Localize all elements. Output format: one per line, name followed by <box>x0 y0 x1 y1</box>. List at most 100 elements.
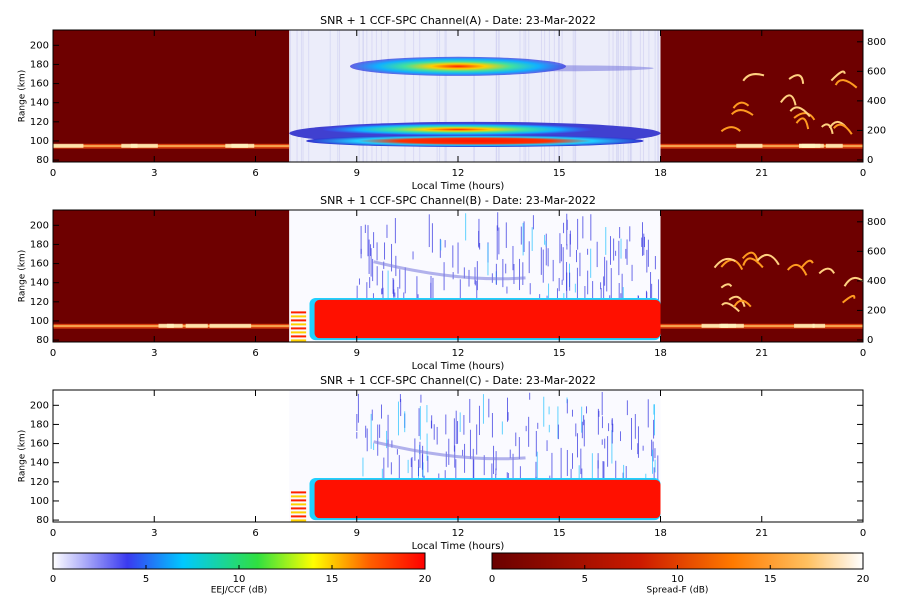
y-tick-label: 100 <box>30 136 49 147</box>
y-tick-label: 140 <box>30 278 49 289</box>
panel-title: SNR + 1 CCF-SPC Channel(B) - Date: 23-Ma… <box>320 194 596 207</box>
heatmap <box>53 30 863 162</box>
spread-f-trace <box>830 70 846 82</box>
spread-f-trace <box>786 263 808 276</box>
x-axis-label: Local Time (hours) <box>412 361 505 372</box>
y2-tick-label: 400 <box>867 276 886 287</box>
spread-f-trace <box>834 79 858 89</box>
x-tick-label: 3 <box>151 348 157 359</box>
spread-f-trace <box>742 257 764 269</box>
y2-tick-label: 0 <box>867 335 873 346</box>
spread-f-trace <box>742 73 765 82</box>
spread-f-trace <box>756 254 780 266</box>
spread-f-trace <box>821 123 834 135</box>
y2-tick-label: 0 <box>867 155 873 166</box>
y-tick-label: 200 <box>30 40 49 51</box>
echo-patch <box>290 339 307 342</box>
x-tick-label: 12 <box>452 528 465 539</box>
spread-f-trace <box>842 294 856 304</box>
x-tick-label: 12 <box>452 348 465 359</box>
panel-title: SNR + 1 CCF-SPC Channel(C) - Date: 23-Ma… <box>320 374 596 387</box>
x-tick-label: 0 <box>860 168 866 179</box>
x-tick-label: 21 <box>755 528 768 539</box>
y-tick-label: 200 <box>30 400 49 411</box>
x-tick-label: 3 <box>151 168 157 179</box>
spread-f-bg <box>660 30 863 162</box>
x-tick-label: 6 <box>252 348 258 359</box>
colorbar-tick-label: 0 <box>489 574 495 585</box>
x-tick-label: 12 <box>452 168 465 179</box>
y-tick-label: 120 <box>30 297 49 308</box>
x-tick-label: 15 <box>553 168 566 179</box>
spread-f-trace <box>789 106 811 118</box>
spread-f-spot <box>231 323 252 328</box>
spread-f-trace <box>720 126 741 133</box>
x-tick-label: 21 <box>755 348 768 359</box>
spread-f-trace <box>818 267 836 275</box>
spread-f-trace <box>843 276 863 287</box>
y-tick-label: 80 <box>36 515 49 526</box>
y2-tick-label: 200 <box>867 125 886 136</box>
x-axis-label: Local Time (hours) <box>412 541 505 552</box>
spread-f-trace <box>713 257 736 269</box>
echo-patch <box>290 331 307 334</box>
y-tick-label: 120 <box>30 477 49 488</box>
spread-f-spot <box>231 143 255 148</box>
spread-f-trace <box>733 299 752 308</box>
spread-f-spot <box>166 323 183 328</box>
y-tick-label: 200 <box>30 220 49 231</box>
x-tick-label: 18 <box>654 528 667 539</box>
echo-arc <box>373 260 526 281</box>
y-tick-label: 80 <box>36 155 49 166</box>
colorbar-tick-label: 20 <box>857 574 870 585</box>
spread-f-spot <box>121 143 138 148</box>
spread-f-spot <box>794 323 815 328</box>
echo-patch <box>290 511 307 514</box>
spread-f-trace <box>833 123 853 135</box>
echo-arc <box>373 440 526 461</box>
y-axis-label: Range (km) <box>18 70 28 122</box>
x-tick-label: 0 <box>860 528 866 539</box>
y2-tick-label: 600 <box>867 246 886 257</box>
echo-patch <box>290 495 307 498</box>
y2-tick-label: 200 <box>867 305 886 316</box>
y-axis-label: Range (km) <box>18 430 28 482</box>
spread-f-spot <box>825 143 843 148</box>
spread-f-spot <box>719 323 737 328</box>
x-tick-label: 18 <box>654 168 667 179</box>
spread-f-trace <box>780 94 797 106</box>
y-tick-label: 180 <box>30 239 49 250</box>
y-tick-label: 100 <box>30 496 49 507</box>
panel-title: SNR + 1 CCF-SPC Channel(A) - Date: 23-Ma… <box>320 14 596 27</box>
echo-patch <box>290 499 307 502</box>
spread-f-bg <box>53 30 290 162</box>
x-tick-label: 0 <box>50 348 56 359</box>
echo-patch <box>290 491 307 494</box>
x-tick-label: 15 <box>553 348 566 359</box>
colorbar-tick-label: 0 <box>50 574 56 585</box>
spread-f-layer <box>660 325 863 327</box>
spread-f-trace <box>721 302 740 313</box>
spread-f-spot <box>798 143 821 148</box>
echo-patch <box>290 311 307 314</box>
colorbar-label: Spread-F (dB) <box>647 586 709 596</box>
colorbar-tick-label: 15 <box>326 574 339 585</box>
spread-f-spot <box>185 323 208 328</box>
echo-core <box>314 479 661 519</box>
spread-f-bg <box>53 210 290 342</box>
colorbar-tick-label: 5 <box>143 574 149 585</box>
spread-f-spot <box>130 143 158 148</box>
echo <box>306 134 644 147</box>
y-tick-label: 160 <box>30 259 49 270</box>
y-tick-label: 180 <box>30 419 49 430</box>
x-tick-label: 9 <box>354 348 360 359</box>
echo <box>350 56 566 76</box>
y-tick-label: 140 <box>30 98 49 109</box>
colorbar-tick-label: 20 <box>419 574 432 585</box>
echo-patch <box>290 519 307 522</box>
x-tick-label: 9 <box>354 528 360 539</box>
y-tick-label: 80 <box>36 335 49 346</box>
y-tick-label: 140 <box>30 458 49 469</box>
echo-core <box>314 299 661 339</box>
heatmap <box>53 210 863 342</box>
